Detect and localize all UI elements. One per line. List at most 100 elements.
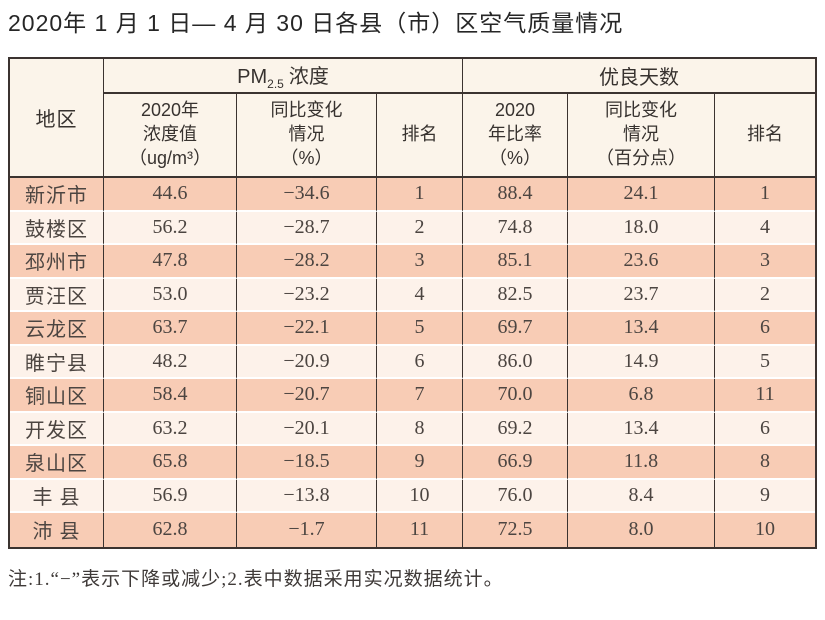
cell-pm-rank: 11 (377, 513, 464, 547)
cell-good-rate: 66.9 (463, 446, 569, 480)
footnote: 注:1.“−”表示下降或减少;2.表中数据采用实况数据统计。 (8, 568, 504, 590)
group-header-row: 地区 PM2.5 浓度 优良天数 (10, 59, 816, 178)
cell-good-rank: 4 (715, 211, 816, 245)
cell-pm-rank: 1 (377, 178, 464, 212)
subheader-pm-rank: 排名 (377, 94, 464, 178)
table-row: 铜山区 58.4 −20.7 7 70.0 6.8 11 (10, 379, 816, 413)
cell-pm-change: −28.7 (237, 211, 377, 245)
cell-good-rank: 11 (715, 379, 816, 413)
cell-good-rate: 74.8 (463, 211, 569, 245)
cell-good-rank: 1 (715, 178, 816, 212)
cell-good-change: 11.8 (568, 446, 716, 480)
cell-region: 睢宁县 (10, 345, 104, 379)
cell-good-rate: 86.0 (463, 345, 569, 379)
cell-good-rank: 8 (715, 446, 816, 480)
cell-pm-change: −18.5 (237, 446, 377, 480)
cell-good-change: 13.4 (568, 312, 716, 346)
air-quality-table: 地区 PM2.5 浓度 优良天数 2020年 浓度值 （ug/m³） 同比变化 情… (8, 57, 817, 549)
cell-good-change: 8.0 (568, 513, 716, 547)
pm25-label-subscript: 2.5 (267, 77, 284, 91)
cell-pm-value: 62.8 (104, 513, 237, 547)
cell-good-rate: 76.0 (463, 479, 569, 513)
cell-pm-change: −34.6 (237, 178, 377, 212)
group-header-pm25: PM2.5 浓度 (104, 59, 464, 94)
cell-pm-value: 47.8 (104, 245, 237, 279)
cell-pm-value: 44.6 (104, 178, 237, 212)
table-row: 丰 县 56.9 −13.8 10 76.0 8.4 9 (10, 479, 816, 513)
table-row: 泉山区 65.8 −18.5 9 66.9 11.8 8 (10, 446, 816, 480)
table-body: 新沂市 44.6 −34.6 1 88.4 24.1 1 鼓楼区 56.2 −2… (10, 178, 816, 547)
cell-region: 铜山区 (10, 379, 104, 413)
subheader-good-rate: 2020 年比率 （%） (463, 94, 569, 178)
cell-region: 新沂市 (10, 178, 104, 212)
cell-region: 沛 县 (10, 513, 104, 547)
cell-good-change: 13.4 (568, 412, 716, 446)
cell-pm-change: −13.8 (237, 479, 377, 513)
cell-region: 泉山区 (10, 446, 104, 480)
cell-good-change: 8.4 (568, 479, 716, 513)
table-row: 云龙区 63.7 −22.1 5 69.7 13.4 6 (10, 312, 816, 346)
cell-pm-value: 48.2 (104, 345, 237, 379)
table-row: 新沂市 44.6 −34.6 1 88.4 24.1 1 (10, 178, 816, 212)
cell-pm-change: −20.9 (237, 345, 377, 379)
cell-pm-change: −28.2 (237, 245, 377, 279)
cell-good-change: 23.7 (568, 278, 716, 312)
cell-good-rank: 6 (715, 412, 816, 446)
cell-region: 丰 县 (10, 479, 104, 513)
region-header-cell: 地区 (10, 59, 104, 178)
subheader-pm-change: 同比变化 情况 （%） (237, 94, 377, 178)
cell-pm-change: −22.1 (237, 312, 377, 346)
cell-region: 开发区 (10, 412, 104, 446)
cell-pm-change: −20.1 (237, 412, 377, 446)
cell-pm-value: 63.2 (104, 412, 237, 446)
cell-good-change: 14.9 (568, 345, 716, 379)
cell-pm-rank: 2 (377, 211, 464, 245)
table-row: 邳州市 47.8 −28.2 3 85.1 23.6 3 (10, 245, 816, 279)
cell-good-rate: 72.5 (463, 513, 569, 547)
cell-pm-rank: 3 (377, 245, 464, 279)
subheader-good-change: 同比变化 情况 （百分点） (568, 94, 716, 178)
cell-good-rate: 69.7 (463, 312, 569, 346)
table-row: 沛 县 62.8 −1.7 11 72.5 8.0 10 (10, 513, 816, 547)
cell-good-rank: 2 (715, 278, 816, 312)
cell-pm-change: −23.2 (237, 278, 377, 312)
cell-good-rank: 9 (715, 479, 816, 513)
cell-pm-rank: 6 (377, 345, 464, 379)
cell-region: 邳州市 (10, 245, 104, 279)
cell-region: 云龙区 (10, 312, 104, 346)
cell-good-rate: 88.4 (463, 178, 569, 212)
page-title: 2020年 1 月 1 日— 4 月 30 日各县（市）区空气质量情况 (8, 10, 624, 36)
pm25-label-suffix: 浓度 (288, 66, 329, 88)
cell-region: 贾汪区 (10, 278, 104, 312)
cell-pm-value: 65.8 (104, 446, 237, 480)
cell-pm-value: 53.0 (104, 278, 237, 312)
table-head: 地区 PM2.5 浓度 优良天数 2020年 浓度值 （ug/m³） 同比变化 情… (10, 59, 816, 178)
cell-good-rate: 70.0 (463, 379, 569, 413)
table-row: 睢宁县 48.2 −20.9 6 86.0 14.9 5 (10, 345, 816, 379)
cell-good-rate: 69.2 (463, 412, 569, 446)
cell-good-rate: 85.1 (463, 245, 569, 279)
cell-good-rank: 6 (715, 312, 816, 346)
cell-pm-rank: 8 (377, 412, 464, 446)
subheader-good-rank: 排名 (715, 94, 816, 178)
data-table: 地区 PM2.5 浓度 优良天数 2020年 浓度值 （ug/m³） 同比变化 情… (10, 59, 816, 547)
sub-header-row: 2020年 浓度值 （ug/m³） 同比变化 情况 （%） 排名 2020 年比… (10, 94, 816, 178)
table-row: 开发区 63.2 −20.1 8 69.2 13.4 6 (10, 412, 816, 446)
cell-pm-rank: 10 (377, 479, 464, 513)
cell-pm-rank: 4 (377, 278, 464, 312)
subheader-pm-value: 2020年 浓度值 （ug/m³） (104, 94, 237, 178)
group-header-good-days: 优良天数 (463, 59, 816, 94)
table-row: 鼓楼区 56.2 −28.7 2 74.8 18.0 4 (10, 211, 816, 245)
cell-good-rate: 82.5 (463, 278, 569, 312)
pm25-label-prefix: PM (237, 66, 268, 88)
cell-good-change: 6.8 (568, 379, 716, 413)
cell-good-change: 23.6 (568, 245, 716, 279)
cell-pm-change: −1.7 (237, 513, 377, 547)
cell-region: 鼓楼区 (10, 211, 104, 245)
cell-good-rank: 5 (715, 345, 816, 379)
cell-pm-rank: 5 (377, 312, 464, 346)
cell-pm-change: −20.7 (237, 379, 377, 413)
cell-pm-value: 63.7 (104, 312, 237, 346)
cell-pm-value: 56.9 (104, 479, 237, 513)
cell-good-rank: 10 (715, 513, 816, 547)
